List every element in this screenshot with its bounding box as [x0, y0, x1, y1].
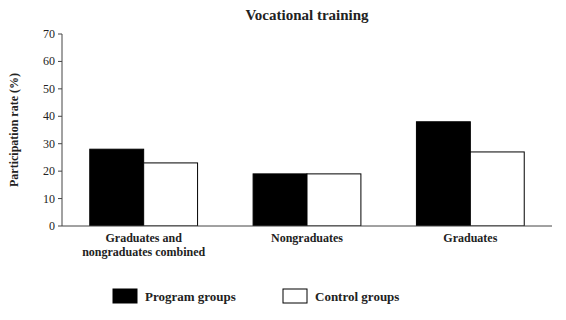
y-tick [58, 61, 62, 62]
y-tick [58, 88, 62, 89]
chart-container: Vocational training 0 10 20 30 40 50 60 70 Partic… [0, 0, 566, 320]
chart-svg: Vocational training 0 10 20 30 40 50 60 70 Partic… [0, 0, 566, 320]
title: Vocational training [245, 7, 369, 23]
y-tick [58, 34, 62, 35]
y-tick [58, 171, 62, 172]
y-tick [58, 116, 62, 117]
y-tick [58, 226, 62, 227]
x-tick-label-line: nongraduates combined [82, 245, 205, 259]
bar [253, 174, 307, 226]
x-tick-label: Graduates andnongraduates combined [82, 231, 205, 259]
y-tick [58, 143, 62, 144]
bar [90, 149, 144, 226]
y-tick-label: 70 [43, 27, 55, 41]
y-tick [58, 198, 62, 199]
y-axis-label: Participation rate (%) [7, 73, 21, 187]
y-tick-label: 0 [49, 219, 55, 233]
legend-swatch [113, 289, 137, 303]
y-tick-label: 60 [43, 54, 55, 68]
x-tick-label-line: Graduates and [105, 231, 182, 245]
bar [416, 122, 470, 226]
x-axis [62, 226, 552, 227]
bar [307, 174, 361, 226]
legend-label: Control groups [315, 289, 399, 304]
x-tick-label-line: Nongraduates [271, 231, 343, 245]
legend-swatch [283, 289, 307, 303]
y-tick-label: 30 [43, 137, 55, 151]
bars [90, 122, 524, 226]
y-tick-label: 40 [43, 109, 55, 123]
y-tick-label: 50 [43, 82, 55, 96]
x-tick-label: Nongraduates [271, 231, 343, 245]
y-tick-label: 10 [43, 192, 55, 206]
legend-label: Program groups [145, 289, 236, 304]
bar [144, 163, 198, 226]
bar [470, 152, 524, 226]
legend: Program groups Control groups [113, 289, 399, 304]
x-tick-label-line: Graduates [443, 231, 497, 245]
x-tick-label: Graduates [443, 231, 497, 245]
y-axis [62, 34, 63, 226]
y-tick-label: 20 [43, 164, 55, 178]
